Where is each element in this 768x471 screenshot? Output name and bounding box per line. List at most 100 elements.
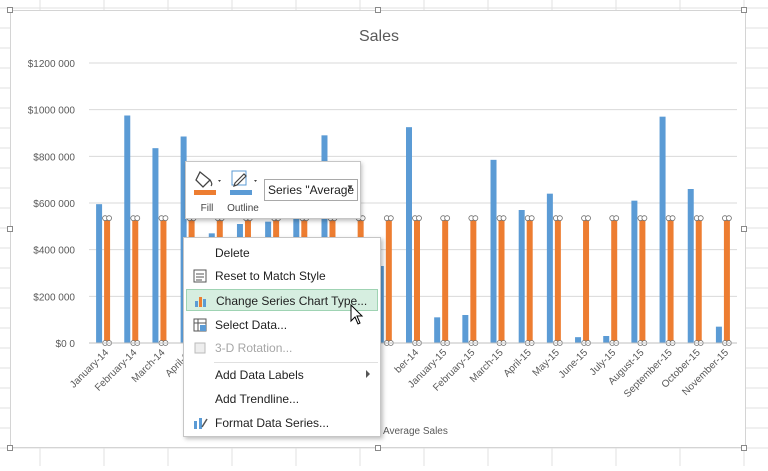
menu-item-label: Add Data Labels (215, 368, 304, 382)
outline-label: Outline (227, 203, 259, 214)
paint-bucket-icon (194, 170, 221, 195)
menu-item-label: Delete (215, 246, 250, 260)
x-axis-ticks: January-14February-14March-14April-14Mbe… (68, 347, 731, 400)
selection-marker (472, 215, 479, 222)
sales-bar[interactable] (575, 337, 582, 343)
average-bar[interactable] (470, 218, 477, 343)
menu-item-label: Change Series Chart Type... (216, 294, 368, 308)
submenu-arrow-icon (366, 370, 370, 378)
average-bar[interactable] (639, 218, 646, 343)
menu-item-label: Format Data Series... (215, 416, 330, 430)
resize-handle-tl[interactable] (7, 7, 13, 13)
sales-bar[interactable] (659, 116, 666, 344)
mouse-cursor-icon (350, 304, 364, 325)
sales-bar[interactable] (631, 200, 638, 343)
menu-item-add-trendline[interactable]: Add Trendline... (186, 388, 378, 410)
resize-handle-br[interactable] (741, 445, 747, 451)
average-bar[interactable] (414, 218, 420, 343)
menu-item-add-data-labels[interactable]: Add Data Labels (186, 364, 378, 386)
selection-marker (613, 215, 620, 222)
resize-handle-bl[interactable] (7, 445, 13, 451)
selection-marker (641, 215, 648, 222)
y-tick-label: $600 000 (33, 199, 75, 210)
menu-item-delete[interactable]: Delete (186, 242, 378, 264)
mini-toolbar: Fill Outline Series "Average ▼ (185, 161, 361, 219)
menu-item-label: 3-D Rotation... (215, 341, 293, 355)
chart-title[interactable]: Sales (359, 28, 399, 45)
selection-marker (500, 215, 507, 222)
sales-bar[interactable] (124, 115, 131, 344)
reset-style-icon (193, 269, 207, 283)
y-tick-label: $1200 000 (28, 59, 76, 70)
y-tick-label: $200 000 (33, 292, 75, 303)
selection-marker (528, 215, 535, 222)
menu-item-label: Select Data... (215, 318, 288, 332)
selection-marker (726, 215, 732, 222)
format-series-icon (194, 418, 208, 429)
selection-marker (444, 215, 451, 222)
rotation-icon (194, 342, 206, 354)
average-bar[interactable] (385, 218, 392, 343)
menu-item-label: Add Trendline... (215, 392, 300, 406)
average-bar[interactable] (498, 218, 505, 343)
sales-bar[interactable] (490, 159, 497, 343)
menu-item-select-data[interactable]: Select Data... (186, 314, 378, 336)
sales-bar[interactable] (687, 189, 694, 343)
fill-button[interactable]: Fill (190, 168, 224, 214)
resize-handle-tr[interactable] (741, 7, 747, 13)
selection-marker (669, 215, 676, 222)
average-bar[interactable] (160, 218, 167, 343)
sales-bar[interactable] (96, 204, 103, 343)
resize-handle-bottom[interactable] (375, 445, 381, 451)
select-data-icon (193, 318, 207, 332)
y-tick-label: $400 000 (33, 246, 75, 257)
average-bar[interactable] (554, 218, 561, 343)
legend-label[interactable]: Average Sales (383, 426, 448, 437)
average-bar[interactable] (104, 218, 111, 343)
context-menu: Delete Reset to Match Style Change Serie… (183, 237, 381, 437)
menu-item-3d-rotation: 3-D Rotation... (186, 337, 378, 359)
sales-bar[interactable] (603, 336, 610, 343)
fill-label: Fill (200, 203, 214, 214)
average-bar[interactable] (667, 218, 674, 343)
selection-marker (556, 215, 563, 222)
y-tick-label: $800 000 (33, 152, 75, 163)
selection-marker (416, 215, 422, 222)
average-bar[interactable] (132, 218, 139, 343)
resize-handle-left[interactable] (7, 226, 13, 232)
sales-bar[interactable] (406, 127, 412, 344)
selection-marker (387, 215, 394, 222)
menu-item-change-chart-type[interactable]: Change Series Chart Type... (186, 289, 378, 311)
average-bar[interactable] (442, 218, 449, 343)
average-bar[interactable] (611, 218, 618, 343)
selection-marker (106, 215, 112, 222)
resize-handle-top[interactable] (375, 7, 381, 13)
x-tick-label: April-15 (502, 347, 534, 379)
menu-separator (214, 362, 378, 363)
sales-bar[interactable] (462, 315, 469, 343)
selection-marker (697, 215, 704, 222)
outline-button[interactable]: Outline (226, 168, 260, 214)
chevron-down-icon: ▼ (346, 183, 354, 192)
average-bar[interactable] (583, 218, 590, 343)
average-bar[interactable] (526, 218, 533, 343)
average-bar[interactable] (723, 218, 730, 343)
resize-handle-right[interactable] (741, 226, 747, 232)
series-selector-value: Series "Average (268, 183, 355, 197)
sales-bar[interactable] (715, 326, 722, 343)
average-bar[interactable] (695, 218, 702, 343)
sales-chart[interactable]: Sales $0 0 $200 000 $400 000 $600 000 $800 0… (11, 11, 747, 449)
series-selector[interactable]: Series "Average ▼ (264, 179, 358, 201)
selection-marker (162, 215, 169, 222)
y-axis-ticks: $0 0 $200 000 $400 000 $600 000 $800 000 $100… (28, 59, 76, 350)
menu-item-reset-style[interactable]: Reset to Match Style (186, 265, 378, 287)
x-tick-label: June-15 (557, 347, 591, 381)
sales-bar[interactable] (546, 193, 553, 343)
sales-bar[interactable] (518, 210, 525, 343)
menu-item-label: Reset to Match Style (215, 269, 326, 283)
menu-item-format-data-series[interactable]: Format Data Series... (186, 412, 378, 434)
sales-bar[interactable] (152, 148, 159, 343)
selection-marker (585, 215, 591, 222)
selection-marker (134, 215, 141, 222)
sales-bar[interactable] (434, 317, 441, 343)
